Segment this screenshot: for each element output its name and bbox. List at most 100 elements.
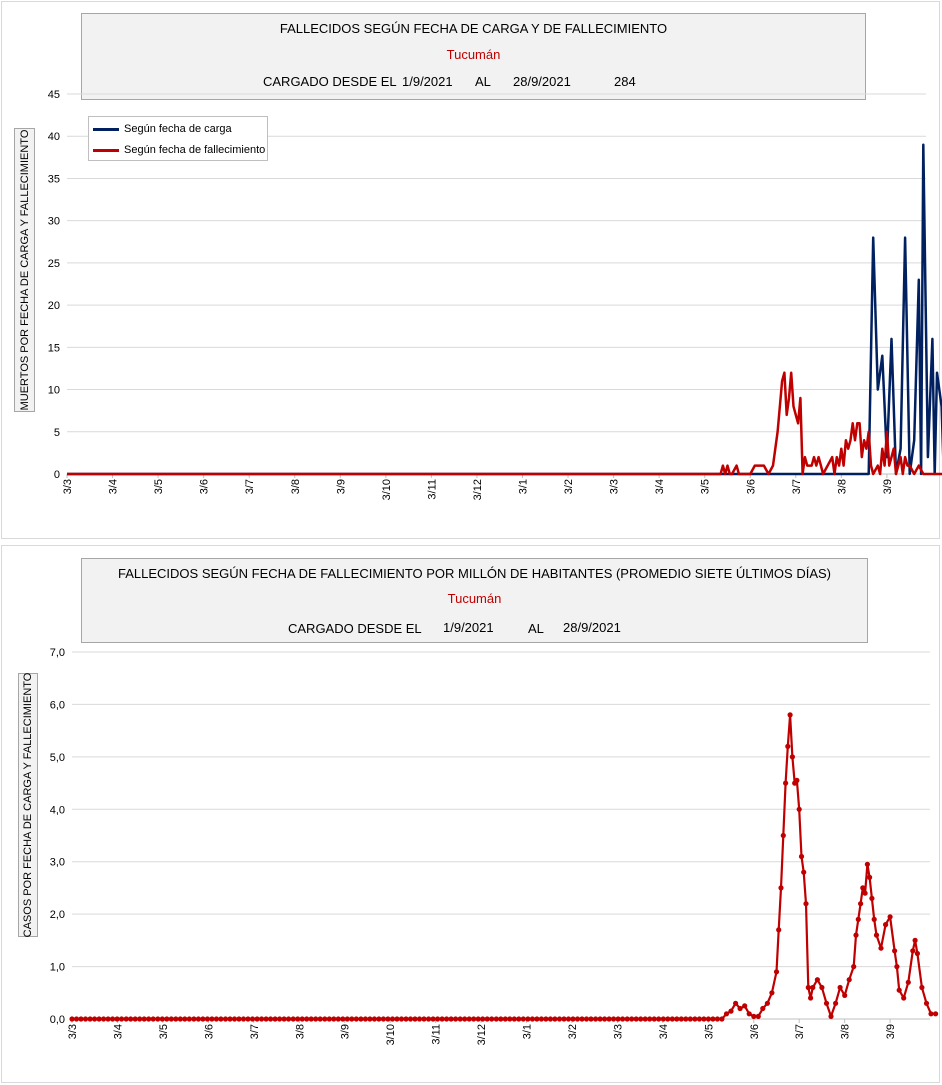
x-tick-label: 3/7 [791,479,803,494]
loaded-label: CARGADO DESDE EL [288,621,422,636]
data-point [182,1016,188,1022]
y-tick-label: 25 [48,258,60,270]
x-tick-label: 3/1 [522,1024,534,1039]
data-point [776,927,782,933]
data-point [471,1016,477,1022]
data-point [678,1016,684,1022]
line-chart-2: 0,0 1,0 2,0 3,0 4,0 5,0 6,0 7,0 3/3 3/4 3/5 3/6 3/7 3… [50,647,939,1045]
data-point [286,1016,292,1022]
date-from: 1/9/2021 [443,620,494,635]
data-point [516,1016,522,1022]
x-tick-label: 3/9 [882,479,894,494]
x-tick-label: 3/2 [567,1024,579,1039]
series-line-1 [67,143,942,476]
data-point [73,1016,80,1022]
data-point [236,1016,242,1022]
data-point [896,987,902,993]
data-point [101,1016,107,1022]
data-point [353,1016,359,1022]
data-point [254,1016,260,1022]
data-point [308,1016,314,1022]
data-point [421,1016,427,1022]
data-point [520,1016,526,1022]
data-point [313,1016,319,1022]
data-point [746,1011,752,1017]
al-label: AL [475,74,491,89]
data-point [855,916,861,922]
data-point [132,1016,138,1022]
data-point [860,885,866,891]
y-tick-label: 6,0 [50,699,65,711]
data-point [547,1016,554,1022]
data-point [367,1016,373,1022]
data-point [331,1016,337,1022]
data-point [502,1016,508,1022]
data-point [780,832,786,839]
x-tick-label: 3/12 [472,479,484,500]
data-point [919,984,925,991]
y-tick-label: 5 [54,427,60,439]
data-point [394,1016,400,1022]
data-point [69,1016,75,1022]
data-point [801,869,807,875]
data-point [498,1016,504,1022]
x-tick-label: 3/11 [431,1024,443,1045]
data-point [376,1016,382,1022]
data-point [281,1016,287,1022]
date-to: 28/9/2021 [513,74,571,89]
data-point [403,1016,409,1022]
data-point [435,1016,441,1022]
x-tick-label: 3/7 [794,1024,806,1039]
legend-item-fallecimiento: Según fecha de fallecimiento [93,142,265,158]
data-point [457,1016,463,1022]
data-point [751,1013,757,1019]
x-tick-label: 3/10 [385,1024,397,1045]
data-point [814,977,821,983]
data-point [760,1005,766,1012]
data-point [191,1016,197,1022]
chart-title-box: FALLECIDOS SEGÚN FECHA DE FALLECIMIENTO … [81,558,868,643]
data-point [475,1016,481,1022]
data-point [304,1016,310,1022]
data-point [245,1016,251,1022]
data-point [862,890,868,896]
data-point [213,1016,219,1022]
data-point [110,1016,116,1022]
data-point [82,1016,89,1022]
x-tick-label: 3/4 [112,1024,124,1039]
y-tick-label: 2,0 [50,909,65,921]
data-point [119,1016,125,1022]
series-line-1 [72,713,936,1021]
data-point [299,1016,305,1022]
y-tick-label: 40 [48,131,60,143]
al-label: AL [528,621,544,636]
data-point [114,1016,120,1022]
data-point [371,1016,377,1022]
series-line-2 [67,371,942,476]
data-point [204,1016,210,1022]
data-point [218,1016,224,1022]
data-point [803,901,809,907]
data-point [892,948,898,954]
data-point [340,1016,346,1022]
data-point [869,895,875,901]
data-point [602,1016,608,1022]
data-point [785,743,791,749]
x-tick-label: 3/3 [62,479,74,494]
data-point [905,979,911,985]
data-point [737,1005,743,1012]
data-point [842,992,848,998]
chart-legend: Según fecha de carga Según fecha de fall… [88,116,268,161]
data-point [556,1016,563,1022]
y-axis-label-box: MUERTOS POR FECHA DE CARGA Y FALLECIMIEN… [14,128,35,412]
data-point [389,1016,396,1022]
data-point [837,984,843,991]
data-point [263,1016,269,1022]
data-point [656,1016,662,1022]
y-tick-label: 45 [48,89,60,101]
legend-swatch-carga [93,127,119,131]
y-axis-label-box: CASOS POR FECHA DE CARGA Y FALLECIMIENTO [18,673,38,937]
data-point [705,1016,712,1022]
data-point [168,1016,174,1022]
x-tick-label: 3/3 [609,479,621,494]
